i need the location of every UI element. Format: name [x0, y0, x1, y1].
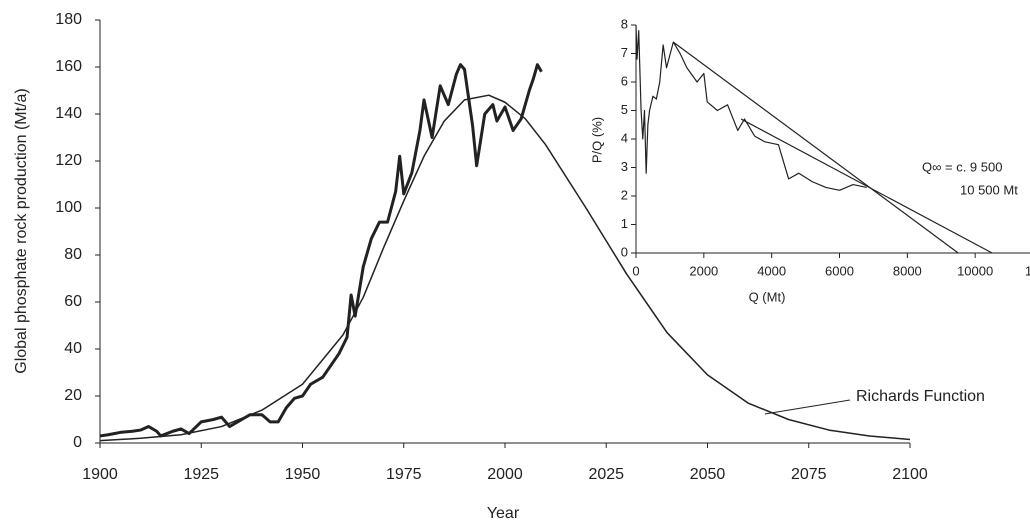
data-line	[99, 63, 543, 438]
x-tick-label: 1900	[82, 466, 118, 483]
x-tick-label: 1950	[285, 466, 321, 483]
annotation: Richards Function	[856, 388, 985, 405]
y-axis-label: P/Q (%)	[589, 117, 604, 163]
x-tick-label: 1975	[386, 466, 422, 483]
y-tick-label: 120	[55, 152, 82, 169]
y-tick-label: 8	[621, 16, 628, 31]
x-tick-label: 12000	[1025, 263, 1030, 278]
annotation-pointer	[764, 399, 851, 415]
x-tick-label: 2100	[892, 466, 928, 483]
x-tick-label: 2050	[690, 466, 726, 483]
main-chart: Year Global phosphate rock production (M…	[13, 11, 985, 522]
annotation: Q∞ = c. 9 500	[922, 159, 1002, 174]
y-tick-label: 180	[55, 11, 82, 28]
x-tick-label: 2025	[588, 466, 624, 483]
y-tick-label: 1	[621, 216, 628, 231]
y-tick-label: 140	[55, 105, 82, 122]
x-tick-label: 2000	[487, 466, 523, 483]
y-tick-label: 4	[621, 130, 628, 145]
y-axis-label: Global phosphate rock production (Mt/a)	[13, 88, 30, 373]
y-tick-label: 60	[64, 293, 82, 310]
inset-chart: Q (Mt) P/Q (%) Q∞ = c. 9 500 10 500 Mt 0…	[589, 16, 1030, 304]
y-tick-label: 5	[621, 102, 628, 117]
x-tick-label: 6000	[825, 263, 854, 278]
y-tick-label: 100	[55, 199, 82, 216]
x-tick-label: 4000	[757, 263, 786, 278]
y-tick-label: 40	[64, 340, 82, 357]
x-axis-label: Q (Mt)	[749, 289, 786, 304]
y-tick-label: 7	[621, 45, 628, 60]
data-line	[635, 24, 867, 191]
x-tick-label: 2000	[689, 263, 718, 278]
x-tick-label: 1925	[183, 466, 219, 483]
x-axis-label: Year	[487, 505, 520, 522]
data-line	[740, 118, 993, 254]
x-tick-label: 0	[632, 263, 639, 278]
x-tick-label: 10000	[957, 263, 993, 278]
y-tick-label: 2	[621, 187, 628, 202]
y-tick-label: 0	[73, 434, 82, 451]
y-tick-label: 0	[621, 244, 628, 259]
y-tick-label: 160	[55, 58, 82, 75]
y-tick-label: 6	[621, 73, 628, 88]
x-tick-label: 8000	[893, 263, 922, 278]
data-line	[99, 94, 911, 442]
x-tick-label: 2075	[791, 466, 827, 483]
y-tick-label: 20	[64, 387, 82, 404]
y-tick-label: 3	[621, 159, 628, 174]
data-line	[672, 41, 959, 254]
annotation: 10 500 Mt	[960, 182, 1018, 197]
y-tick-label: 80	[64, 246, 82, 263]
